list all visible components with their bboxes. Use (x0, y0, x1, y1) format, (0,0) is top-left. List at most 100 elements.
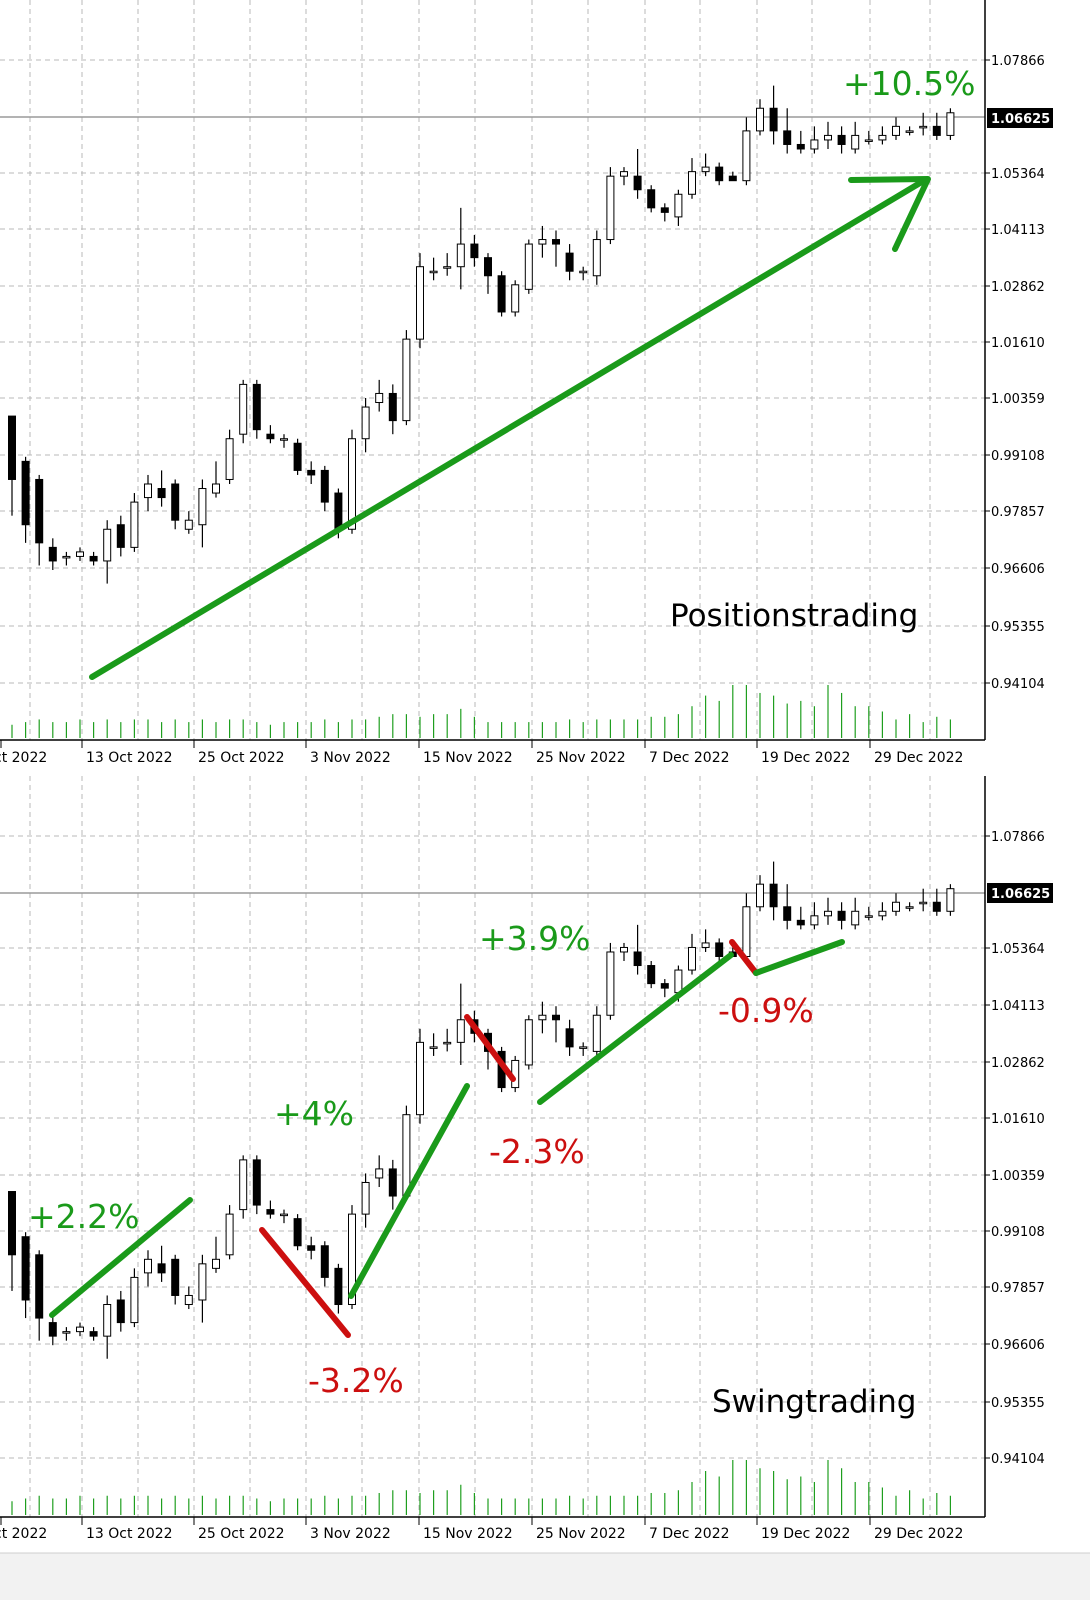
candle-bullish (198, 1263, 207, 1301)
candle-bullish (429, 1046, 438, 1049)
chart-panel-positionstrading: 1.07866 1.05364 1.04113 1.02862 1.01610 1.003… (0, 0, 1053, 766)
candle-bearish (334, 492, 343, 530)
candle-bullish (892, 901, 900, 912)
candle-bullish (456, 243, 465, 268)
trend-arrow-line (89, 177, 928, 680)
candle-bearish (35, 1254, 44, 1319)
swing-percent-label: -0.9% (718, 991, 814, 1030)
candle-bullish (280, 1213, 288, 1217)
candle-bearish (21, 1236, 30, 1301)
candle-bearish (266, 1209, 275, 1215)
swing-down-line (259, 1227, 351, 1338)
candle-bearish (116, 524, 125, 548)
candle-bearish (796, 919, 805, 926)
candle-bullish (225, 438, 234, 480)
swing-down-line (464, 1014, 516, 1082)
candle-bearish (171, 483, 180, 521)
candle-bearish (633, 951, 642, 967)
candle-bullish (184, 1294, 193, 1306)
y-tick-label: 1.04113 (991, 999, 1045, 1014)
candle-bearish (307, 1245, 316, 1251)
candle-bullish (524, 243, 533, 290)
candle-bullish (878, 134, 887, 141)
candle-bullish (606, 175, 615, 241)
candle-bearish (89, 555, 98, 562)
candle-bullish (375, 392, 384, 404)
candle-bearish (157, 1263, 166, 1274)
y-tick-label: 1.01610 (991, 1112, 1045, 1127)
candle-bullish (375, 1168, 384, 1179)
candle-bearish (484, 257, 492, 277)
candle-bullish (592, 239, 601, 277)
current-price-label: 1.06625 (991, 887, 1050, 902)
swing-percent-label: -3.2% (308, 1361, 404, 1400)
x-tick-label: 19 Dec 2022 (761, 1526, 850, 1542)
y-tick-label: 0.99108 (991, 1225, 1045, 1240)
candle-bullish (919, 125, 928, 129)
candle-bullish (361, 406, 370, 440)
candle-bearish (21, 460, 30, 526)
swing-percent-label: +2.2% (28, 1197, 140, 1236)
y-tick-label: 1.04113 (991, 223, 1045, 238)
x-tick-label: 7 Dec 2022 (649, 1526, 730, 1542)
candle-bearish (293, 442, 302, 471)
candle-bearish (497, 275, 506, 313)
swing-percent-label: -2.3% (489, 1132, 585, 1171)
candle-bearish (552, 1014, 560, 1021)
grid (0, 776, 985, 1517)
x-tick-label: 13 Oct 2022 (86, 750, 173, 766)
candle-bearish (116, 1299, 125, 1324)
candle-bullish (348, 1213, 356, 1306)
candle-bullish (878, 910, 887, 917)
swing-up-line (537, 952, 734, 1105)
candle-bullish (851, 910, 860, 926)
candle-bearish (388, 1168, 397, 1197)
candle-bullish (701, 166, 710, 173)
candle-bullish (674, 193, 683, 218)
swing-up-line (753, 939, 845, 976)
candle-bullish (864, 915, 873, 918)
candle-bullish (76, 551, 84, 557)
swing-percent-label: +4% (274, 1094, 354, 1133)
x-tick-label: 29 Dec 2022 (874, 1526, 963, 1542)
candle-bullish (579, 270, 588, 274)
x-tick-label: 25 Nov 2022 (536, 750, 626, 766)
y-tick-label: 1.02862 (991, 1056, 1045, 1071)
x-tick-label: 19 Dec 2022 (761, 750, 850, 766)
swing-percent-label: +3.9% (479, 919, 591, 958)
y-tick-label: 0.99108 (991, 449, 1045, 464)
strategy-label: Swingtrading (712, 1384, 916, 1420)
candle-bullish (62, 1331, 71, 1334)
x-tick-label: 7 Dec 2022 (649, 750, 730, 766)
x-tick-label: ct 2022 (0, 1526, 47, 1542)
candle-bullish (579, 1046, 588, 1049)
candle-bullish (144, 483, 152, 499)
candle-bullish (239, 1159, 248, 1211)
candle-bearish (769, 107, 778, 132)
candle-bearish (320, 1245, 329, 1278)
candle-bullish (130, 501, 139, 548)
candle-bullish (402, 1114, 411, 1197)
candle-bearish (334, 1267, 343, 1306)
candle-bullish (824, 910, 832, 917)
candle-bearish (565, 252, 574, 272)
candle-bearish (157, 488, 166, 499)
candle-bearish (470, 243, 479, 259)
performance-label: +10.5% (843, 64, 975, 103)
candle-bearish (769, 883, 778, 908)
candle-bullish (688, 171, 696, 195)
candle-bullish (864, 139, 873, 142)
candle-bullish (443, 266, 452, 269)
grid (0, 0, 985, 740)
candle-bullish (905, 906, 914, 909)
candle-bearish (647, 189, 656, 209)
y-tick-label: 1.00359 (991, 392, 1045, 407)
y-tick-label: 0.95355 (991, 1396, 1045, 1411)
y-tick-label: 0.97857 (991, 505, 1045, 520)
bottom-strip (0, 1553, 1090, 1600)
candle-bullish (443, 1041, 452, 1045)
candle-bearish (89, 1331, 98, 1337)
candle-bearish (728, 175, 737, 182)
candle-bullish (416, 1041, 424, 1116)
